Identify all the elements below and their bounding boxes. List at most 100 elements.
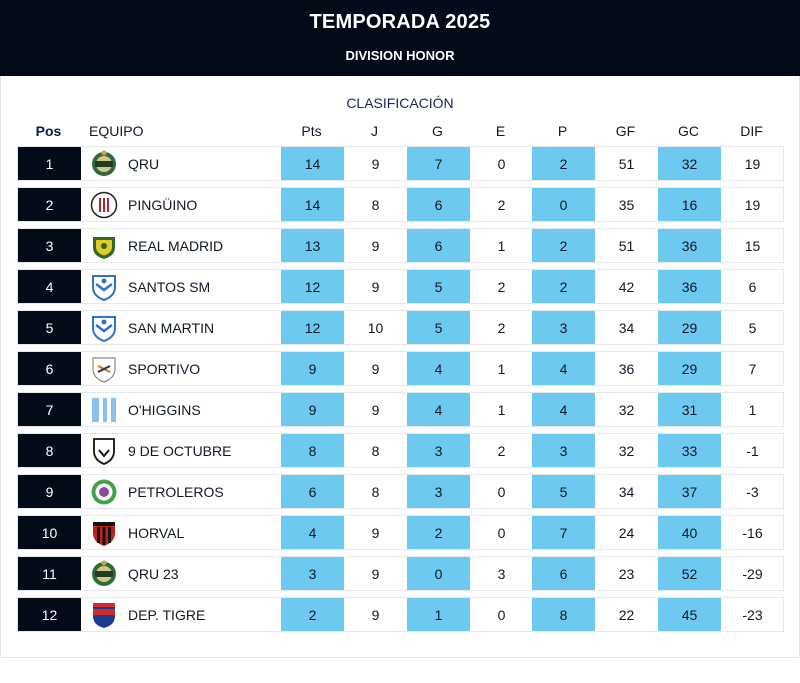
points-cell: 13 <box>281 229 344 262</box>
lost-cell: 2 <box>532 229 595 262</box>
standings-panel: CLASIFICACIÓN Pos EQUIPO Pts J G E P GF … <box>0 76 800 658</box>
column-header-pos: Pos <box>35 123 62 139</box>
points-cell: 9 <box>281 352 344 385</box>
goal-difference-cell: 6 <box>748 278 757 295</box>
lost-cell: 5 <box>532 475 595 508</box>
points-cell: 9 <box>281 393 344 426</box>
drawn-cell: 1 <box>497 401 506 418</box>
drawn-cell: 2 <box>497 319 506 336</box>
goals-against-cell: 32 <box>658 147 721 180</box>
won-cell: 4 <box>407 352 470 385</box>
points-cell: 8 <box>281 434 344 467</box>
table-row: 11 3 9 0 3 6 23 52 -29 QRU 23 <box>17 556 784 591</box>
lost-cell: 4 <box>532 352 595 385</box>
goal-difference-cell: 1 <box>748 401 757 418</box>
goal-difference-cell: -16 <box>742 524 763 541</box>
goals-for-cell: 32 <box>618 401 635 418</box>
won-cell: 0 <box>407 557 470 590</box>
table-row: 9 6 8 3 0 5 34 37 -3 PETROLEROS <box>17 474 784 509</box>
table-row: 12 2 9 1 0 8 22 45 -23 DEP. TIGRE <box>17 597 784 632</box>
position-cell: 12 <box>18 598 81 631</box>
goals-against-cell: 52 <box>658 557 721 590</box>
goals-for-cell: 51 <box>618 155 635 172</box>
team-name: PETROLEROS <box>128 483 224 500</box>
won-cell: 7 <box>407 147 470 180</box>
points-cell: 6 <box>281 475 344 508</box>
team-name: PINGÜINO <box>128 196 198 213</box>
position-cell: 6 <box>18 352 81 385</box>
goals-for-cell: 51 <box>618 237 635 254</box>
goals-for-cell: 36 <box>618 360 635 377</box>
points-cell: 2 <box>281 598 344 631</box>
goal-difference-cell: 5 <box>748 319 757 336</box>
horval-crest-icon <box>90 516 118 549</box>
won-cell: 3 <box>407 475 470 508</box>
position-cell: 1 <box>18 147 81 180</box>
won-cell: 4 <box>407 393 470 426</box>
played-cell: 9 <box>371 360 380 377</box>
goals-for-cell: 35 <box>618 196 635 213</box>
lost-cell: 3 <box>532 311 595 344</box>
team-name: SANTOS SM <box>128 278 211 295</box>
team-name: DEP. TIGRE <box>128 606 206 623</box>
drawn-cell: 2 <box>497 196 506 213</box>
position-cell: 2 <box>18 188 81 221</box>
position-cell: 5 <box>18 311 81 344</box>
lost-cell: 0 <box>532 188 595 221</box>
won-cell: 5 <box>407 270 470 303</box>
qru-crest-icon <box>90 147 118 180</box>
pinguino-crest-icon <box>90 188 118 221</box>
won-cell: 2 <box>407 516 470 549</box>
played-cell: 10 <box>367 319 384 336</box>
team-name: SPORTIVO <box>128 360 201 377</box>
goals-against-cell: 33 <box>658 434 721 467</box>
points-cell: 3 <box>281 557 344 590</box>
lost-cell: 4 <box>532 393 595 426</box>
table-row: 7 9 9 4 1 4 32 31 1 O'HIGGINS <box>17 392 784 427</box>
played-cell: 8 <box>371 196 380 213</box>
position-cell: 3 <box>18 229 81 262</box>
section-title: CLASIFICACIÓN <box>346 95 454 111</box>
points-cell: 14 <box>281 188 344 221</box>
dep-tigre-crest-icon <box>90 598 118 631</box>
goal-difference-cell: 15 <box>744 237 761 254</box>
column-header-p: P <box>557 123 568 139</box>
position-cell: 9 <box>18 475 81 508</box>
position-cell: 4 <box>18 270 81 303</box>
won-cell: 1 <box>407 598 470 631</box>
played-cell: 9 <box>371 155 380 172</box>
goals-for-cell: 34 <box>618 319 635 336</box>
petroleros-crest-icon <box>90 475 118 508</box>
team-name: QRU 23 <box>128 565 179 582</box>
points-cell: 14 <box>281 147 344 180</box>
played-cell: 9 <box>371 401 380 418</box>
drawn-cell: 2 <box>497 278 506 295</box>
team-name: SAN MARTIN <box>128 319 215 336</box>
position-cell: 8 <box>18 434 81 467</box>
ohiggins-crest-icon <box>90 393 118 426</box>
points-cell: 12 <box>281 270 344 303</box>
column-header-gf: GF <box>615 123 636 139</box>
column-header-g: G <box>432 123 443 139</box>
drawn-cell: 0 <box>497 155 506 172</box>
column-header-e: E <box>495 123 506 139</box>
position-cell: 11 <box>18 557 81 590</box>
drawn-cell: 0 <box>497 524 506 541</box>
goals-against-cell: 31 <box>658 393 721 426</box>
table-row: 5 12 10 5 2 3 34 29 5 SAN MARTIN <box>17 310 784 345</box>
team-name: REAL MADRID <box>128 237 224 254</box>
goal-difference-cell: -1 <box>746 442 759 459</box>
points-cell: 4 <box>281 516 344 549</box>
team-name: O'HIGGINS <box>128 401 201 418</box>
goals-against-cell: 29 <box>658 311 721 344</box>
lost-cell: 8 <box>532 598 595 631</box>
page-subtitle: DIVISION HONOR <box>345 48 455 63</box>
position-cell: 10 <box>18 516 81 549</box>
won-cell: 3 <box>407 434 470 467</box>
column-header-dif: DIF <box>740 123 763 139</box>
san-martin-crest-icon <box>90 311 118 344</box>
goals-against-cell: 36 <box>658 229 721 262</box>
9-de-octubre-crest-icon <box>90 434 118 467</box>
table-row: 2 14 8 6 2 0 35 16 19 PINGÜINO <box>17 187 784 222</box>
team-name: HORVAL <box>128 524 185 541</box>
